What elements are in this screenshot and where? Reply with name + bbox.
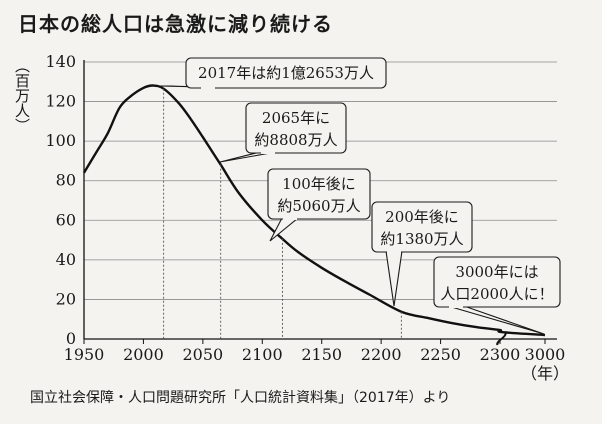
annotation-box — [245, 102, 347, 154]
annotations: 2017年は約1億2653万人2065年に約8808万人100年後に約5060万… — [159, 57, 561, 339]
annotation-text: 約1380万人 — [380, 230, 463, 248]
annotation-callout: 2017年は約1億2653万人 — [159, 57, 387, 339]
annotation-text: 3000年には — [455, 263, 538, 281]
annotation-text: 100年後に — [282, 175, 356, 193]
y-tick-label: 140 — [45, 52, 76, 71]
x-tick-label: 2100 — [242, 345, 283, 364]
x-tick-label: 2200 — [361, 345, 402, 364]
y-tick-label: 100 — [45, 131, 76, 150]
x-tick-label: 2150 — [301, 345, 342, 364]
x-axis-unit-label: （年） — [521, 364, 569, 383]
tick-labels: 0 20 40 60 80 100 120 140 1950 2000 2050 2100 2150 22… — [45, 52, 565, 364]
annotation-box — [267, 168, 371, 220]
x-tick-label: 2250 — [420, 345, 461, 364]
annotation-text: 2065年に — [262, 109, 330, 127]
y-tick-label: 60 — [56, 210, 76, 229]
annotation-text: 約5060万人 — [277, 197, 360, 215]
annotation-text: 2017年は約1億2653万人 — [198, 64, 374, 82]
annotation-text: 人口2000人に！ — [440, 285, 553, 303]
y-tick-label: 20 — [56, 289, 76, 308]
y-tick-label: 80 — [56, 171, 76, 190]
x-tick-label: 2000 — [123, 345, 164, 364]
annotation-pointer — [385, 250, 403, 307]
annotation-box — [185, 57, 387, 89]
population-line — [82, 84, 546, 337]
grid — [84, 61, 557, 300]
annotation-text: 約8808万人 — [254, 131, 337, 149]
chart-source: 国立社会保障・人口問題研究所「人口統計資料集」（2017年）より — [30, 390, 451, 406]
annotation-box — [433, 256, 561, 308]
x-tick-label: 2300 — [480, 345, 521, 364]
annotation-text: 200年後に — [385, 208, 459, 226]
y-axis-unit-label: （百万人） — [13, 58, 31, 133]
chart-title: 日本の総人口は急激に減り続ける — [18, 12, 333, 36]
x-tick-label: 3000 — [525, 345, 566, 364]
y-tick-label: 120 — [45, 92, 76, 111]
x-tick-label: 2050 — [182, 345, 223, 364]
y-tick-label: 0 — [66, 329, 76, 348]
annotation-box — [371, 201, 473, 253]
x-tick-label: 1950 — [64, 345, 105, 364]
annotation-pointer — [269, 217, 300, 242]
y-tick-label: 40 — [56, 250, 76, 269]
